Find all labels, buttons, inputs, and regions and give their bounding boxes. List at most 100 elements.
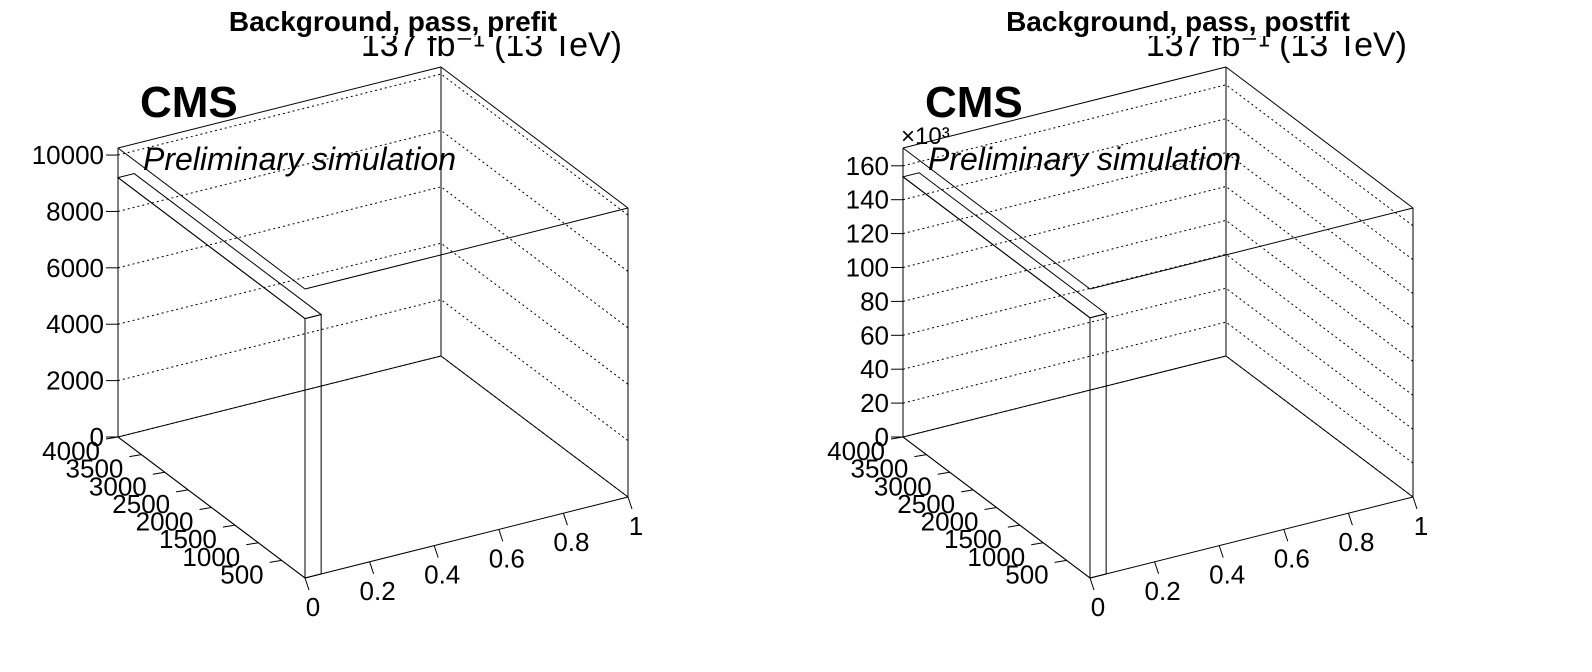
y-tick: [105, 436, 119, 440]
y-tick-label: 1000: [967, 542, 1025, 572]
x-tick: [1347, 513, 1353, 526]
box-edge: [902, 147, 1091, 290]
x-tick-label: 0.4: [1209, 560, 1245, 590]
z-tick-label: 40: [860, 354, 889, 384]
box-edge: [304, 496, 629, 579]
experiment-label: CMS: [140, 78, 238, 127]
box-edge: [902, 66, 1227, 149]
lego-chart: 020406080100120140160×10³00.20.40.60.815…: [827, 0, 1428, 622]
z-tick-label: 10000: [32, 140, 104, 170]
z-tick-label: 120: [846, 219, 889, 249]
x-tick-label: 0.6: [1274, 543, 1310, 573]
status-label: Preliminary simulation: [928, 141, 1241, 177]
y-tick: [1007, 524, 1020, 528]
x-tick: [1218, 545, 1224, 558]
y-tick-label: 3000: [89, 471, 147, 501]
bar: [116, 173, 323, 580]
x-tick-label: 0.2: [360, 576, 396, 606]
y-tick: [246, 542, 259, 546]
x-tick-label: 0.8: [1338, 527, 1374, 557]
y-tick-label: 500: [1005, 559, 1048, 589]
y-tick-label: 2500: [112, 489, 170, 519]
y-tick: [152, 471, 165, 475]
x-tick-label: 0: [1091, 592, 1105, 622]
y-tick-label: 1500: [159, 524, 217, 554]
grid-line: [117, 186, 629, 329]
experiment-label: CMS: [925, 78, 1023, 127]
y-tick: [984, 507, 997, 510]
y-tick: [129, 454, 142, 458]
z-tick-label: 8000: [46, 196, 104, 226]
grid-line: [117, 129, 629, 272]
x-tick-label: 0.2: [1145, 576, 1181, 606]
bar-top: [116, 173, 323, 320]
grid-line: [902, 287, 1414, 430]
y-tick: [937, 471, 950, 475]
x-tick: [1089, 577, 1095, 591]
z-tick-label: 0: [90, 422, 104, 452]
lego-chart: 020004000600080001000000.20.40.60.815001…: [32, 0, 643, 622]
grid-line: [902, 321, 1414, 464]
z-tick-label: 140: [846, 185, 889, 215]
grid-line: [902, 84, 1414, 227]
x-tick: [369, 561, 375, 574]
status-label: Preliminary simulation: [143, 141, 456, 177]
y-tick: [1031, 542, 1044, 546]
x-tick: [1283, 529, 1289, 542]
box-edge: [1089, 496, 1414, 579]
y-tick-label: 3000: [874, 471, 932, 501]
z-tick-label: 160: [846, 151, 889, 181]
box-edge: [117, 147, 306, 290]
y-tick-label: 2000: [921, 507, 979, 537]
grid-line: [117, 355, 629, 498]
y-tick: [222, 524, 235, 528]
grid-line: [902, 152, 1414, 294]
grid-line: [117, 73, 629, 216]
grid-line: [902, 118, 1414, 261]
title-bg: [203, 0, 583, 36]
x-tick-label: 1: [629, 511, 643, 541]
z-tick-label: 100: [846, 252, 889, 282]
x-tick: [304, 577, 310, 591]
z-tick-label: 0: [875, 422, 889, 452]
y-tick: [199, 507, 212, 510]
z-tick-label: 4000: [46, 309, 104, 339]
bar-top: [901, 172, 1108, 319]
chart-title: Background, pass, prefit: [229, 6, 557, 37]
chart-title: Background, pass, postfit: [1006, 6, 1350, 37]
y-tick-label: 4000: [42, 436, 100, 466]
y-tick-label: 4000: [827, 436, 885, 466]
grid-line: [902, 355, 1414, 498]
x-tick-label: 0: [306, 592, 320, 622]
y-tick-label: 1500: [944, 524, 1002, 554]
y-tick: [269, 559, 282, 563]
grid-line: [117, 242, 629, 385]
y-tick-label: 500: [220, 559, 263, 589]
bar: [901, 172, 1108, 580]
title-bg: [988, 0, 1368, 36]
z-tick-label: 60: [860, 320, 889, 350]
z-multiplier: ×10³: [901, 123, 950, 150]
grid-line: [902, 219, 1414, 362]
box-edge: [440, 66, 629, 209]
y-tick-label: 3500: [851, 454, 909, 484]
x-tick: [433, 545, 439, 558]
x-tick-label: 0.4: [424, 560, 460, 590]
y-tick: [961, 489, 974, 493]
y-tick: [890, 436, 904, 440]
x-tick-label: 0.6: [489, 543, 525, 573]
x-tick: [562, 513, 568, 526]
x-tick-label: 1: [1414, 511, 1428, 541]
box-edge: [304, 207, 629, 290]
y-tick-label: 2000: [136, 507, 194, 537]
bar-side: [902, 175, 1091, 580]
grid-line: [117, 299, 629, 442]
x-tick: [498, 529, 504, 542]
y-tick: [914, 454, 927, 458]
y-tick-label: 1000: [182, 542, 240, 572]
grid-line: [902, 253, 1414, 396]
x-tick: [1412, 496, 1418, 510]
y-tick-label: 3500: [66, 454, 124, 484]
x-tick-label: 0.8: [553, 527, 589, 557]
